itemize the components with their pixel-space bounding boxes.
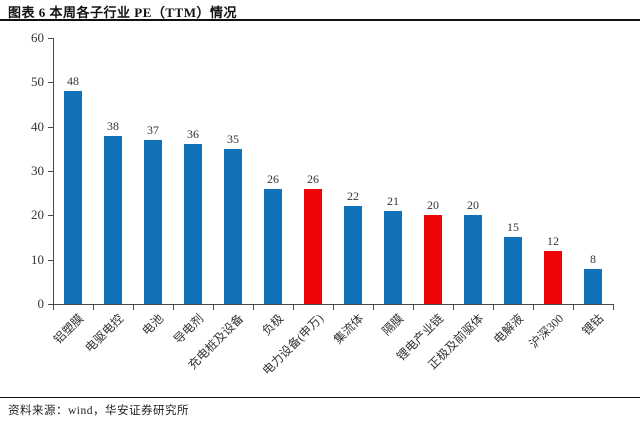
bar-value-label: 8: [590, 252, 596, 266]
category-label: 隔膜: [379, 311, 407, 339]
bar-电力设备(申万): [304, 189, 322, 304]
bar-隔膜: [384, 211, 402, 304]
x-axis-tick: [413, 305, 414, 310]
x-axis-tick: [493, 305, 494, 310]
x-axis-tick: [53, 305, 54, 310]
bar-充电桩及设备: [224, 149, 242, 304]
x-axis-tick: [133, 305, 134, 310]
x-axis-tick: [613, 305, 614, 310]
category-label: 电驱电控: [82, 311, 127, 356]
bar-集流体: [344, 206, 362, 304]
y-axis-label: 10: [31, 252, 44, 267]
y-axis-tick: [48, 82, 53, 83]
y-axis-tick: [48, 127, 53, 128]
bar-锂钴: [584, 269, 602, 304]
x-axis-tick: [213, 305, 214, 310]
x-axis-tick: [93, 305, 94, 310]
bar-沪深300: [544, 251, 562, 304]
bar-value-label: 15: [507, 220, 519, 234]
bar-value-label: 20: [427, 198, 439, 212]
bar-电驱电控: [104, 136, 122, 304]
x-axis-tick: [293, 305, 294, 310]
source-note: 资料来源：wind，华安证券研究所: [8, 405, 189, 417]
bar-正极及前驱体: [464, 215, 482, 304]
category-label: 负极: [259, 311, 287, 339]
category-label: 导电剂: [170, 311, 207, 347]
y-axis-tick: [48, 171, 53, 172]
x-axis-tick: [253, 305, 254, 310]
category-label: 沪深300: [526, 311, 567, 351]
bar-value-label: 22: [347, 189, 359, 203]
x-axis-line: [53, 304, 614, 305]
bar-导电剂: [184, 144, 202, 304]
x-axis-tick: [373, 305, 374, 310]
bar-value-label: 36: [187, 127, 199, 141]
category-label: 锂钴: [579, 311, 607, 339]
bar-value-label: 21: [387, 194, 399, 208]
bar-负极: [264, 189, 282, 304]
bar-value-label: 48: [67, 74, 79, 88]
y-axis-line: [53, 38, 54, 305]
bar-铝塑膜: [64, 91, 82, 304]
x-axis-tick: [453, 305, 454, 310]
y-axis-tick: [48, 260, 53, 261]
y-axis-label: 0: [37, 296, 45, 311]
bar-value-label: 26: [307, 172, 319, 186]
footer-divider: [0, 397, 640, 398]
bar-电解液: [504, 237, 522, 304]
bar-value-label: 20: [467, 198, 479, 212]
category-label: 电池: [139, 311, 167, 339]
figure-header: 图表 6 本周各子行业 PE（TTM）情况: [0, 0, 640, 21]
category-label: 铝塑膜: [50, 311, 87, 347]
category-label: 集流体: [330, 311, 367, 347]
y-axis-tick: [48, 38, 53, 39]
bar-value-label: 12: [547, 234, 559, 248]
y-axis-tick: [48, 215, 53, 216]
y-axis-label: 30: [31, 163, 44, 178]
y-axis-label: 20: [31, 207, 44, 222]
bar-电池: [144, 140, 162, 304]
x-axis-tick: [333, 305, 334, 310]
x-axis-tick: [573, 305, 574, 310]
x-axis-tick: [173, 305, 174, 310]
figure-title: 图表 6 本周各子行业 PE（TTM）情况: [8, 5, 237, 20]
bar-value-label: 37: [147, 123, 159, 137]
bar-value-label: 38: [107, 119, 119, 133]
y-axis-label: 40: [31, 119, 44, 134]
y-axis-label: 60: [31, 30, 44, 45]
bar-value-label: 26: [267, 172, 279, 186]
bar-value-label: 35: [227, 132, 239, 146]
x-axis-tick: [533, 305, 534, 310]
y-axis-label: 50: [31, 74, 44, 89]
bar-锂电产业链: [424, 215, 442, 304]
y-axis-tick: [48, 304, 53, 305]
category-label: 电解液: [490, 311, 527, 347]
